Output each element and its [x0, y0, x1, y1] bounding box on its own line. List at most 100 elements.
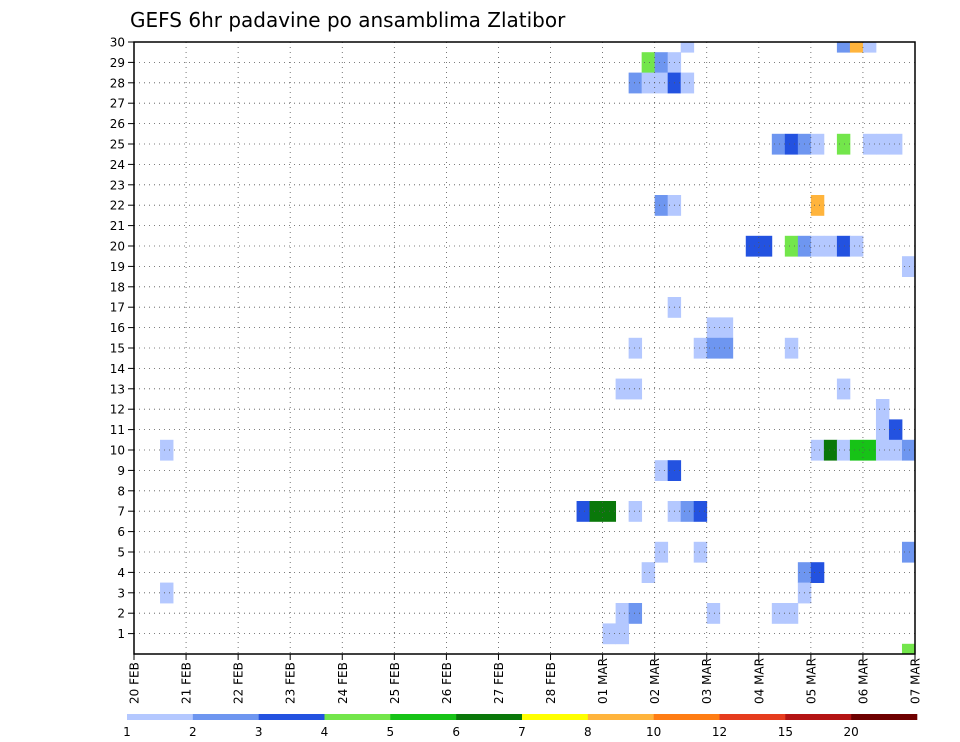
y-axis: 1234567891011121314151617181920212223242…: [110, 36, 134, 641]
colorbar-swatch-6: [522, 714, 589, 720]
y-tick-label-12: 12: [110, 403, 125, 417]
heatmap-cell-20: [654, 195, 669, 216]
heatmap-cell-41: [628, 378, 643, 400]
heatmap-cell-7: [628, 72, 643, 94]
y-tick-label-1: 1: [117, 627, 125, 641]
heatmap-cell-2: [849, 42, 864, 53]
heatmap-cell-35: [628, 337, 643, 359]
heatmap-cell-42: [836, 378, 851, 400]
y-tick-label-7: 7: [117, 505, 125, 519]
colorbar-swatch-4: [390, 714, 457, 720]
heatmap-cell-45: [888, 419, 903, 441]
x-tick-label-12: 04 MAR: [752, 658, 766, 704]
colorbar-swatch-9: [719, 714, 786, 720]
x-tick-label-14: 06 MAR: [856, 658, 870, 704]
heatmap-cell-43: [875, 399, 890, 420]
colorbar-label-10: 15: [778, 725, 793, 739]
heatmap-cell-48: [823, 439, 838, 461]
heatmap-cell-75: [771, 603, 786, 624]
y-tick-label-6: 6: [117, 525, 125, 539]
y-tick-label-13: 13: [110, 382, 125, 396]
heatmap-cell-4: [641, 52, 656, 73]
y-tick-label-2: 2: [117, 607, 125, 621]
heatmap-cell-3: [862, 42, 877, 53]
heatmap-cell-40: [615, 378, 630, 400]
colorbar-label-4: 5: [387, 725, 395, 739]
colorbar-swatch-10: [785, 714, 852, 720]
colorbar-swatch-2: [258, 714, 325, 720]
y-tick-label-14: 14: [110, 362, 125, 376]
heatmap-cell-50: [849, 439, 864, 461]
colorbar-label-5: 6: [452, 725, 460, 739]
heatmap-cell-38: [719, 337, 734, 359]
colorbar-label-8: 10: [646, 725, 661, 739]
heatmap-cell-16: [836, 133, 851, 155]
heatmap-cell-69: [810, 562, 825, 583]
y-tick-label-21: 21: [110, 219, 125, 233]
heatmap-cell-19: [888, 133, 903, 155]
heatmap-cell-34: [719, 317, 734, 339]
colorbar-label-7: 8: [584, 725, 592, 739]
heatmap-cell-11: [680, 72, 695, 94]
heatmap-cell-28: [823, 235, 838, 257]
y-tick-label-22: 22: [110, 199, 125, 213]
x-tick-label-4: 24 FEB: [336, 662, 350, 704]
heatmap-cell-33: [706, 317, 721, 339]
y-tick-label-10: 10: [110, 444, 125, 458]
colorbar-swatch-5: [456, 714, 523, 720]
heatmap-cell-78: [615, 623, 630, 645]
heatmap-cell-0: [680, 42, 695, 53]
y-tick-label-9: 9: [117, 464, 125, 478]
colorbar-label-6: 7: [518, 725, 526, 739]
heatmap-cell-15: [810, 133, 825, 155]
colorbar-label-9: 12: [712, 725, 727, 739]
heatmap-cell-30: [849, 235, 864, 257]
heatmap-cell-27: [810, 235, 825, 257]
heatmap-cell-70: [160, 582, 174, 604]
x-tick-label-11: 03 MAR: [700, 658, 714, 704]
colorbar-swatch-7: [587, 714, 654, 720]
y-tick-label-28: 28: [110, 76, 125, 90]
heatmap-cell-8: [641, 72, 656, 94]
y-tick-label-29: 29: [110, 56, 125, 70]
colorbar-swatch-1: [192, 714, 259, 720]
y-tick-label-19: 19: [110, 260, 125, 274]
x-tick-label-2: 22 FEB: [232, 662, 246, 704]
colorbar-swatch-3: [324, 714, 391, 720]
colorbar-label-1: 2: [189, 725, 197, 739]
x-tick-label-0: 20 FEB: [128, 662, 142, 704]
colorbar-swatch-11: [851, 714, 918, 720]
heatmap-cell-37: [706, 337, 721, 359]
heatmap-cell-18: [875, 133, 890, 155]
heatmap-cell-54: [901, 439, 916, 461]
colorbar-label-11: 20: [844, 725, 859, 739]
x-tick-label-7: 27 FEB: [492, 662, 506, 704]
y-tick-label-17: 17: [110, 301, 125, 315]
heatmap-cell-25: [784, 235, 799, 257]
heatmap-cell-13: [784, 133, 799, 155]
colorbar-label-2: 3: [255, 725, 263, 739]
colorbar: 1 2 3 4 5 6 7 8 10 12 15 20: [123, 714, 918, 739]
x-tick-label-8: 28 FEB: [544, 662, 558, 704]
heatmap-cell-23: [745, 235, 760, 257]
y-tick-label-3: 3: [117, 586, 125, 600]
heatmap-cell-36: [693, 337, 708, 359]
x-tick-label-15: 07 MAR: [909, 658, 923, 704]
x-tick-label-13: 05 MAR: [804, 658, 818, 704]
x-tick-label-6: 26 FEB: [440, 662, 454, 704]
heatmap-cell-65: [693, 541, 708, 563]
heatmap-cell-29: [836, 235, 851, 257]
y-tick-label-26: 26: [110, 117, 125, 131]
heatmap-cell-55: [654, 460, 669, 481]
heatmap-cell-31: [901, 256, 916, 277]
heatmap-cell-24: [758, 235, 773, 257]
y-tick-label-8: 8: [117, 484, 125, 498]
heatmap-cell-22: [810, 195, 825, 216]
x-tick-label-9: 01 MAR: [596, 658, 610, 704]
colorbar-label-3: 4: [321, 725, 329, 739]
x-tick-label-5: 25 FEB: [388, 662, 402, 704]
colorbar-label-0: 1: [123, 725, 131, 739]
y-tick-label-25: 25: [110, 138, 125, 152]
heatmap-cell-73: [628, 603, 643, 624]
